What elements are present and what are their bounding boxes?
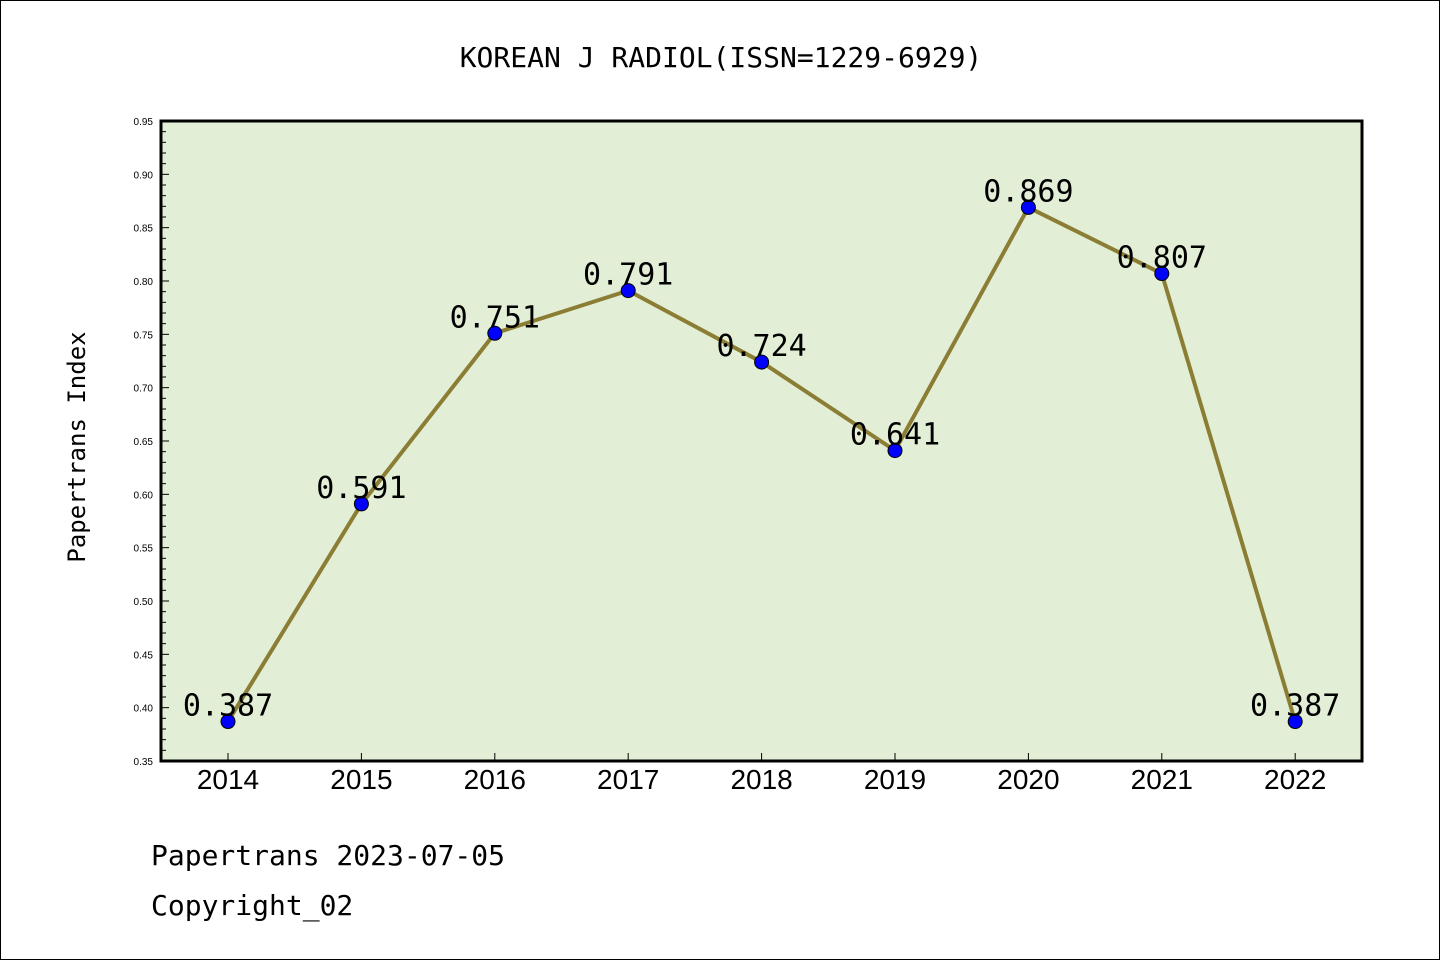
data-point	[487, 325, 503, 341]
x-tick-label: 2022	[1264, 764, 1326, 795]
x-tick-label: 2016	[464, 764, 526, 795]
y-tick-label: 0.90	[134, 170, 154, 181]
y-axis-label: Papertrans Index	[63, 331, 91, 562]
data-point	[353, 496, 369, 512]
data-label: 0.591	[316, 471, 406, 506]
data-point	[220, 714, 236, 730]
plot-border	[159, 119, 1364, 763]
y-tick-label: 0.85	[134, 224, 154, 235]
x-tick-label: 2018	[730, 764, 792, 795]
data-label: 0.807	[1117, 241, 1207, 276]
y-tick-label: 0.55	[134, 544, 154, 555]
data-point	[1154, 266, 1170, 282]
data-label: 0.751	[450, 300, 540, 335]
chart-title: KOREAN J RADIOL(ISSN=1229-6929)	[460, 41, 983, 74]
data-label: 0.641	[850, 418, 940, 453]
y-tick-label: 0.75	[134, 330, 154, 341]
y-tick-label: 0.60	[134, 490, 154, 501]
data-label: 0.387	[183, 689, 273, 724]
x-axis: 2014 2015 2016 2017 2018 2019 2020 2021 2022	[197, 753, 1326, 795]
y-tick-label: 0.70	[134, 384, 154, 395]
y-tick-label: 0.35	[134, 757, 154, 768]
footer-date: Papertrans 2023-07-05	[151, 839, 505, 872]
x-tick-label: 2017	[597, 764, 659, 795]
x-tick-label: 2020	[997, 764, 1059, 795]
data-label: 0.791	[583, 258, 673, 293]
x-tick-label: 2019	[864, 764, 926, 795]
y-tick-label: 0.95	[134, 117, 154, 128]
y-tick-label: 0.45	[134, 650, 154, 661]
footer-copyright: Copyright_02	[151, 889, 353, 923]
data-point	[754, 354, 770, 370]
plot-area	[161, 121, 1362, 761]
data-point	[887, 443, 903, 459]
x-tick-label: 2021	[1131, 764, 1193, 795]
data-point	[620, 283, 636, 299]
x-tick-label: 2014	[197, 764, 259, 795]
data-label: 0.869	[983, 174, 1073, 209]
data-point	[1287, 714, 1303, 730]
y-tick-label: 0.50	[134, 597, 154, 608]
y-tick-label: 0.80	[134, 277, 154, 288]
y-axis: 0.35 0.40 0.45 0.50 0.55 0.60 0.65 0.70 0.75 0.80…	[134, 117, 169, 768]
series-line-group: 0.387 0.591 0.751 0.791 0.724 0.641 0.869 0.807…	[183, 174, 1340, 730]
data-label: 0.724	[716, 329, 806, 364]
data-point	[1020, 199, 1036, 215]
x-tick-label: 2015	[330, 764, 392, 795]
data-label: 0.387	[1250, 689, 1340, 724]
y-tick-label: 0.40	[134, 704, 154, 715]
y-tick-label: 0.65	[134, 437, 154, 448]
